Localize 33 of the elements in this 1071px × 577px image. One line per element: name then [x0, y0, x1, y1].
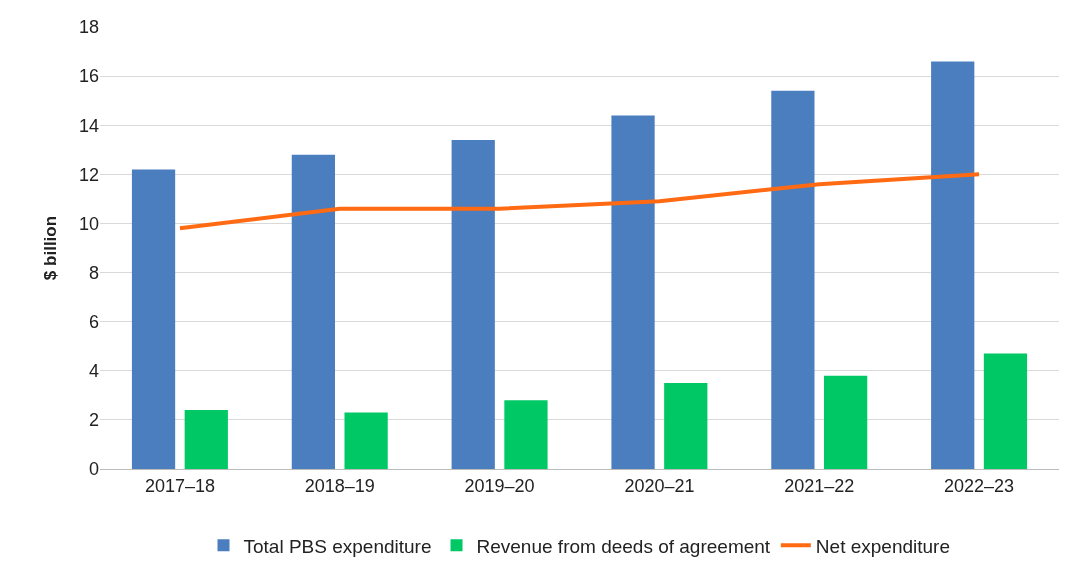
- x-tick-label: 2018–19: [304, 475, 375, 496]
- line-series: [177, 172, 982, 231]
- bar: [611, 115, 655, 469]
- x-tick-label: 2022–23: [944, 475, 1015, 496]
- y-tick-label: 12: [78, 164, 99, 185]
- y-tick-label: 6: [88, 311, 99, 332]
- x-tick-label: 2019–20: [464, 475, 535, 496]
- y-tick-label: 14: [78, 115, 99, 136]
- y-tick-label: 18: [78, 17, 99, 38]
- y-tick-label: 2: [88, 410, 99, 431]
- y-tick-label: 0: [88, 459, 99, 480]
- x-tick-label: 2021–22: [784, 475, 855, 496]
- y-tick-label: 8: [88, 262, 99, 283]
- y-tick-label: 10: [78, 213, 99, 234]
- y-tick-label: 4: [88, 361, 99, 382]
- bar: [184, 410, 228, 469]
- legend-label: Total PBS expenditure: [243, 535, 432, 557]
- bar: [824, 375, 868, 469]
- legend-label: Net expenditure: [815, 535, 951, 557]
- bar: [451, 139, 495, 469]
- x-tick-label: 2017–18: [144, 475, 215, 496]
- bar: [931, 61, 975, 469]
- bar: [504, 400, 548, 469]
- y-tick-label: 16: [78, 66, 99, 87]
- x-tick-label: 2020–21: [624, 475, 695, 496]
- bar: [344, 412, 388, 469]
- y-axis-title: $ billion: [41, 215, 60, 281]
- bar: [983, 353, 1028, 469]
- bar: [131, 169, 176, 469]
- bar: [291, 154, 335, 469]
- bar: [771, 90, 815, 469]
- legend-label: Revenue from deeds of agreement: [476, 535, 771, 557]
- bar: [664, 383, 708, 469]
